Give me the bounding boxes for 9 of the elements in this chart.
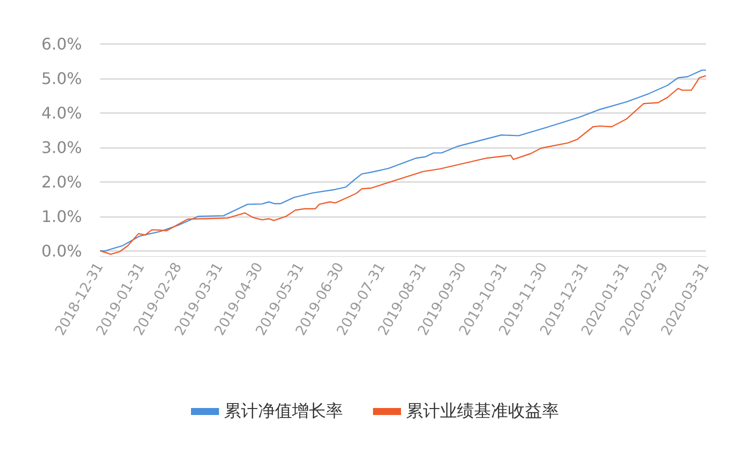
legend-label: 累计业绩基准收益率 (406, 402, 559, 422)
y-tick-label: 6.0% (41, 34, 82, 54)
y-tick-label: 2.0% (41, 172, 82, 192)
y-tick-label: 4.0% (41, 103, 82, 122)
legend-label: 累计净值增长率 (224, 402, 343, 422)
y-tick-label: 0.0% (41, 241, 82, 260)
y-tick-label: 3.0% (41, 138, 82, 157)
y-tick-label: 5.0% (41, 68, 82, 88)
y-tick-label: 1.0% (41, 206, 82, 226)
